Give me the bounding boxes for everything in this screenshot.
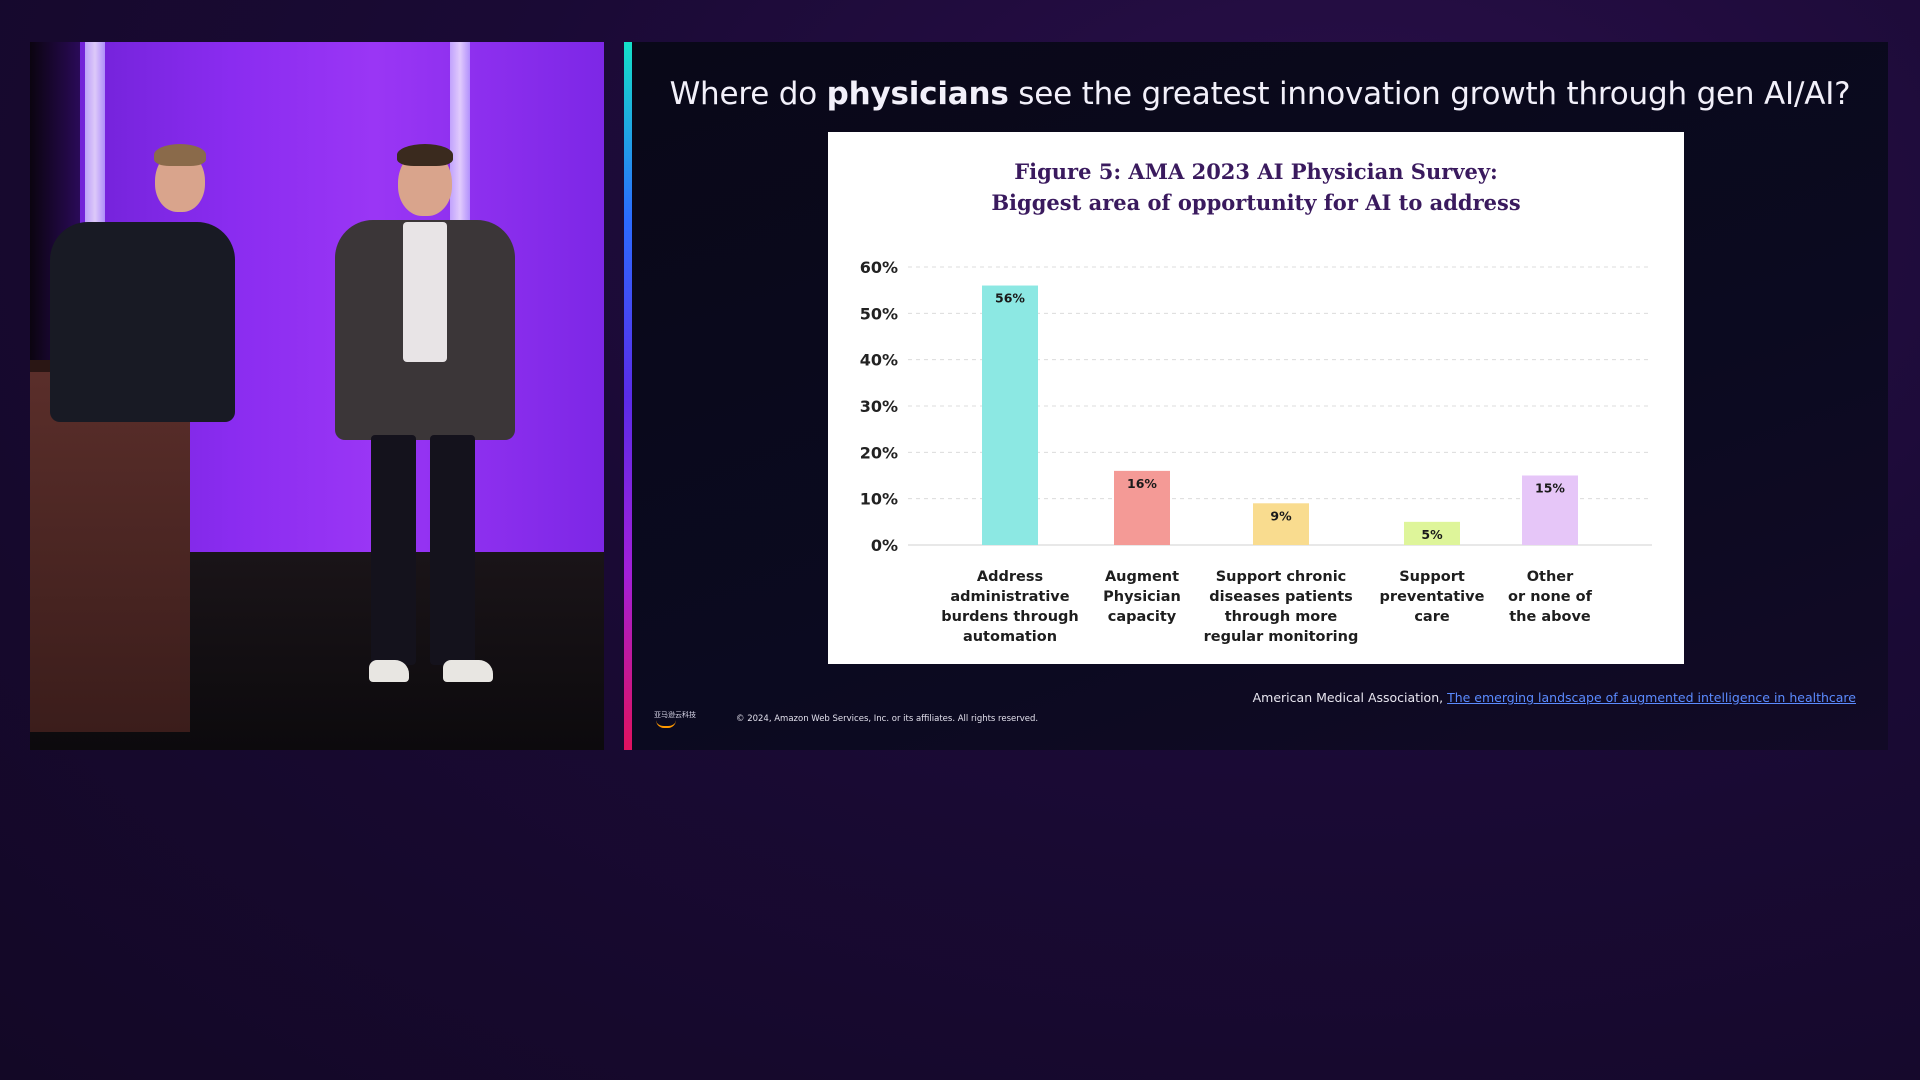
bar-value-label: 15% <box>1535 481 1565 496</box>
y-tick-label: 10% <box>860 490 898 509</box>
category-label-line: burdens through <box>941 609 1078 625</box>
bar <box>982 285 1038 545</box>
bar-chart: 0% 10% 20% 30% 40% 50% 60% 56% Address administra… <box>860 258 1652 645</box>
slide: Where do physicians see the greatest inn… <box>632 42 1888 750</box>
bar-value-label: 9% <box>1270 508 1292 523</box>
chart-title: Figure 5: AMA 2023 AI Physician Survey: … <box>828 156 1684 218</box>
category-label-line: the above <box>1509 609 1591 625</box>
podium <box>30 372 190 732</box>
category-label-line: preventative <box>1380 589 1485 605</box>
category-label-line: Address <box>977 569 1043 585</box>
logo-smile-icon <box>656 720 676 728</box>
category-label-line: capacity <box>1108 609 1177 625</box>
aws-logo: 亚马逊云科技 <box>654 710 700 728</box>
slide-title-post: see the greatest innovation growth throu… <box>1008 76 1851 112</box>
bar-value-label: 56% <box>995 291 1025 306</box>
bar <box>1404 521 1460 545</box>
bar <box>1114 470 1170 545</box>
category-label: Support chronic diseases patients through … <box>1204 569 1359 645</box>
category-label-line: Physician <box>1103 589 1181 605</box>
slide-title-pre: Where do <box>669 76 827 112</box>
y-tick-label: 20% <box>860 443 898 462</box>
bar-value-label: 5% <box>1421 527 1443 542</box>
category-label-line: administrative <box>950 589 1069 605</box>
y-tick-label: 0% <box>871 536 898 555</box>
bar-value-label: 16% <box>1127 476 1157 491</box>
chart-title-line2: Biggest area of opportunity for AI to ad… <box>991 190 1521 215</box>
chart-card: Figure 5: AMA 2023 AI Physician Survey: … <box>828 132 1684 664</box>
category-label: Other or none of the above <box>1508 569 1593 625</box>
accent-bar <box>624 42 632 750</box>
source-link[interactable]: The emerging landscape of augmented inte… <box>1447 690 1856 705</box>
category-label-line: Support <box>1399 569 1465 585</box>
category-label-line: automation <box>963 629 1057 645</box>
category-label-line: regular monitoring <box>1204 629 1359 645</box>
source-citation: American Medical Association, The emergi… <box>1253 690 1856 705</box>
category-label-line: Support chronic <box>1216 569 1347 585</box>
chart-title-line1: Figure 5: AMA 2023 AI Physician Survey: <box>1014 159 1498 184</box>
category-label-line: Other <box>1527 569 1574 585</box>
category-label-line: care <box>1414 609 1450 625</box>
logo-text: 亚马逊云科技 <box>654 711 696 719</box>
y-tick-label: 30% <box>860 397 898 416</box>
slide-title-bold: physicians <box>826 76 1009 112</box>
speaker-video <box>30 42 604 750</box>
category-label: Address administrative burdens through auto… <box>941 569 1078 645</box>
slide-title: Where do physicians see the greatest inn… <box>632 76 1888 112</box>
category-label-line: or none of <box>1508 589 1593 605</box>
source-text: American Medical Association, <box>1252 690 1448 705</box>
bar <box>1253 503 1309 545</box>
copyright: © 2024, Amazon Web Services, Inc. or its… <box>736 714 1039 724</box>
category-label: Augment Physician capacity <box>1103 569 1181 625</box>
y-tick-label: 50% <box>860 304 898 323</box>
y-tick-label: 60% <box>860 258 898 277</box>
y-tick-label: 40% <box>860 351 898 370</box>
category-label-line: Augment <box>1105 569 1179 585</box>
category-label-line: through more <box>1225 609 1338 625</box>
category-label-line: diseases patients <box>1209 589 1353 605</box>
bar <box>1522 475 1578 545</box>
category-label: Support preventative care <box>1380 569 1485 625</box>
